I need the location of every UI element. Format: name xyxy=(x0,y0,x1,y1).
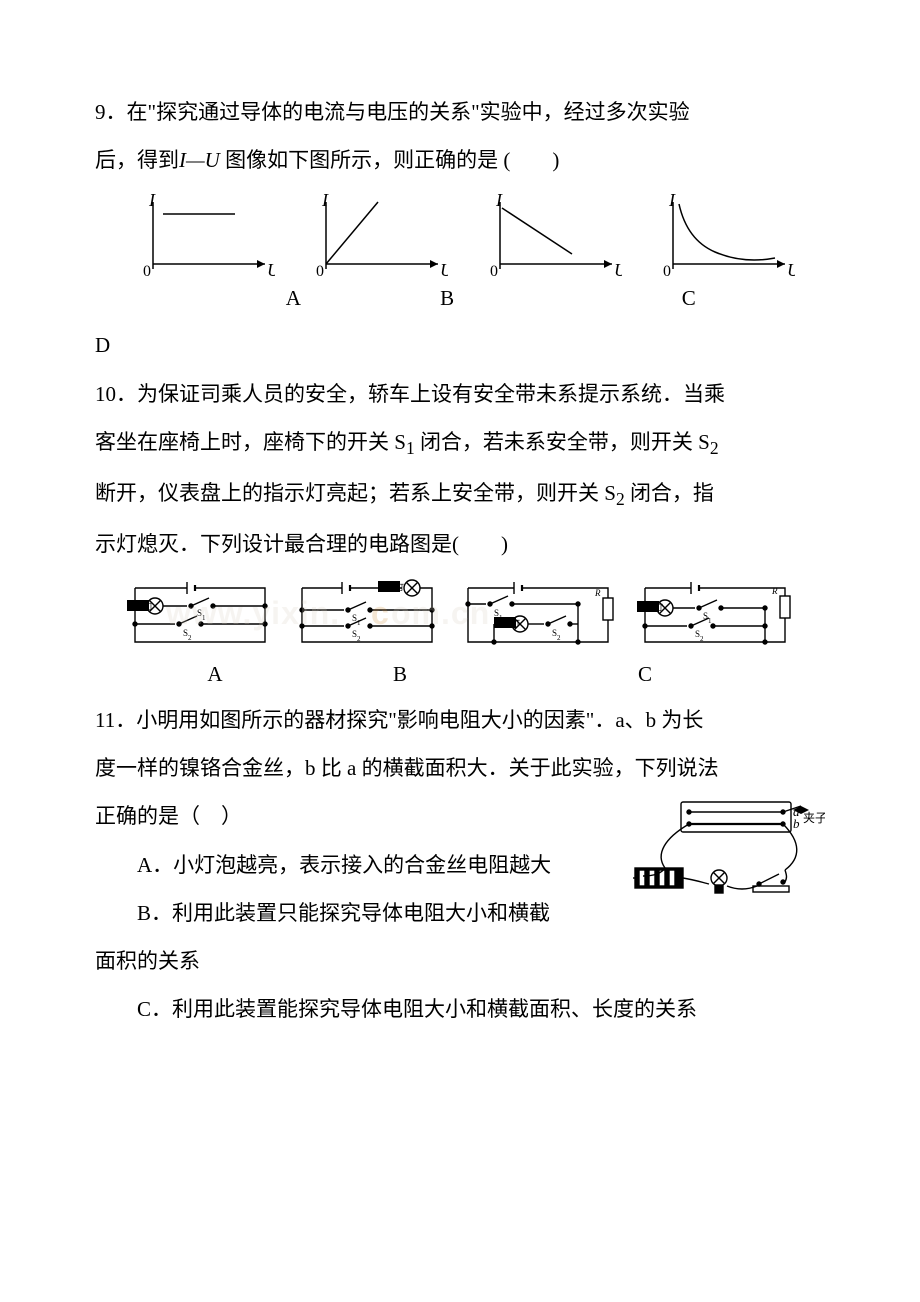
q10-circuits: 指示灯 S1 S2 xyxy=(95,570,825,654)
q10-label-C: C xyxy=(535,662,755,686)
zero: 0 xyxy=(316,263,324,280)
q9-line1: 9．在"探究通过导体的电流与电压的关系"实验中，经过多次实验 xyxy=(95,90,825,134)
lamp-label: 指示灯 xyxy=(380,582,404,592)
circuit-C-svg: 指示灯 S1 S2 R xyxy=(458,576,618,654)
x-axis-U: U xyxy=(614,260,622,280)
q10-line4: 示灯熄灭．下列设计最合理的电路图是( ) xyxy=(95,522,825,566)
circuit-B-svg: 指示灯 S1 S2 xyxy=(292,576,442,654)
q10-line1: 10．为保证司乘人员的安全，轿车上设有安全带未系提示系统．当乘 xyxy=(95,372,825,416)
q9-IU: I—U xyxy=(179,148,220,172)
q10-l2-sub1: 1 xyxy=(406,438,415,458)
y-axis-I: I xyxy=(148,194,156,210)
q9-graph-A: I U 0 xyxy=(125,194,275,284)
s2: S2 xyxy=(352,629,361,643)
q10-circuit-D: 指示灯 S1 S2 R xyxy=(635,576,795,654)
y-axis-I: I xyxy=(495,194,503,210)
q9-graph-C: I U 0 xyxy=(472,194,622,284)
x-axis-U: U xyxy=(440,260,448,280)
q9-graph-B-svg: I U 0 xyxy=(298,194,448,284)
q9-line2-pre: 后，得到 xyxy=(95,148,179,172)
q10-labels: A B C xyxy=(95,662,825,686)
q10-circuit-A: 指示灯 S1 S2 xyxy=(125,576,275,654)
q10-l2-sub2: 2 xyxy=(710,438,719,458)
q11-figure: a b 夹子 xyxy=(625,798,825,913)
s2: S2 xyxy=(552,628,561,642)
s2: S2 xyxy=(695,629,704,643)
q9-line2-after: 图像如下图所示，则正确的是 ( ) xyxy=(220,148,560,172)
q10-l3a: 断开，仪表盘上的指示灯亮起；若系上安全带，则开关 S xyxy=(95,481,616,505)
q9-label-C: C xyxy=(553,286,825,311)
q11-optC: C．利用此装置能探究导体电阻大小和横截面积、长度的关系 xyxy=(95,987,825,1031)
x-axis-U: U xyxy=(787,260,795,280)
q9-graph-D: I U 0 xyxy=(645,194,795,284)
q9-labels: A B C xyxy=(95,286,825,311)
q11-svg: a b 夹子 xyxy=(625,798,825,908)
q10-l3-sub: 2 xyxy=(616,489,625,509)
s1: S1 xyxy=(703,611,712,625)
q10-label-A: A xyxy=(95,662,265,686)
q9-line2: 后，得到I—U 图像如下图所示，则正确的是 ( ) xyxy=(95,138,825,182)
q11-line2: 度一样的镍铬合金丝，b 比 a 的横截面积大．关于此实验，下列说法 xyxy=(95,746,825,790)
q10-l3b: 闭合，指 xyxy=(625,481,714,505)
q9-label-B: B xyxy=(342,286,553,311)
q10-circuit-C: 指示灯 S1 S2 R xyxy=(458,576,618,654)
R: R xyxy=(594,588,601,598)
y-axis-I: I xyxy=(321,194,329,210)
s1: S1 xyxy=(197,608,206,622)
q10-circuit-B: 指示灯 S1 S2 xyxy=(292,576,442,654)
q11-line1: 11．小明用如图所示的器材探究"影响电阻大小的因素"．a、b 为长 xyxy=(95,698,825,742)
q10-line3: 断开，仪表盘上的指示灯亮起；若系上安全带，则开关 S2 闭合，指 xyxy=(95,471,825,518)
q9-label-D: D xyxy=(95,333,825,358)
q10-l2b: 闭合，若未系安全带，则开关 S xyxy=(415,430,710,454)
q9-graph-D-svg: I U 0 xyxy=(645,194,795,284)
q9-graph-A-svg: I U 0 xyxy=(125,194,275,284)
q10-l2a: 客坐在座椅上时，座椅下的开关 S xyxy=(95,430,406,454)
q9-label-A: A xyxy=(95,286,342,311)
q9-graphs: I U 0 I U 0 I xyxy=(95,186,825,284)
lamp-label: 指示灯 xyxy=(639,602,663,612)
q10-label-B: B xyxy=(265,662,535,686)
s2: S2 xyxy=(183,628,192,642)
clip-label: 夹子 xyxy=(803,811,825,825)
q11-optB2: 面积的关系 xyxy=(95,939,825,983)
circuit-A-svg: 指示灯 S1 S2 xyxy=(125,576,275,654)
x-axis-U: U xyxy=(267,260,275,280)
zero: 0 xyxy=(143,263,151,280)
R: R xyxy=(771,586,778,596)
zero: 0 xyxy=(663,263,671,280)
y-axis-I: I xyxy=(668,194,676,210)
q10-l4: 示灯熄灭．下列设计最合理的电路图是( ) xyxy=(95,532,508,556)
lamp-label: 指示灯 xyxy=(129,601,153,611)
q10-line2: 客坐在座椅上时，座椅下的开关 S1 闭合，若未系安全带，则开关 S2 xyxy=(95,420,825,467)
circuit-D-svg: 指示灯 S1 S2 R xyxy=(635,576,795,654)
b-label: b xyxy=(793,816,800,831)
q9-graph-C-svg: I U 0 xyxy=(472,194,622,284)
s1: S1 xyxy=(352,613,361,627)
q9-graph-B: I U 0 xyxy=(298,194,448,284)
zero: 0 xyxy=(490,263,498,280)
